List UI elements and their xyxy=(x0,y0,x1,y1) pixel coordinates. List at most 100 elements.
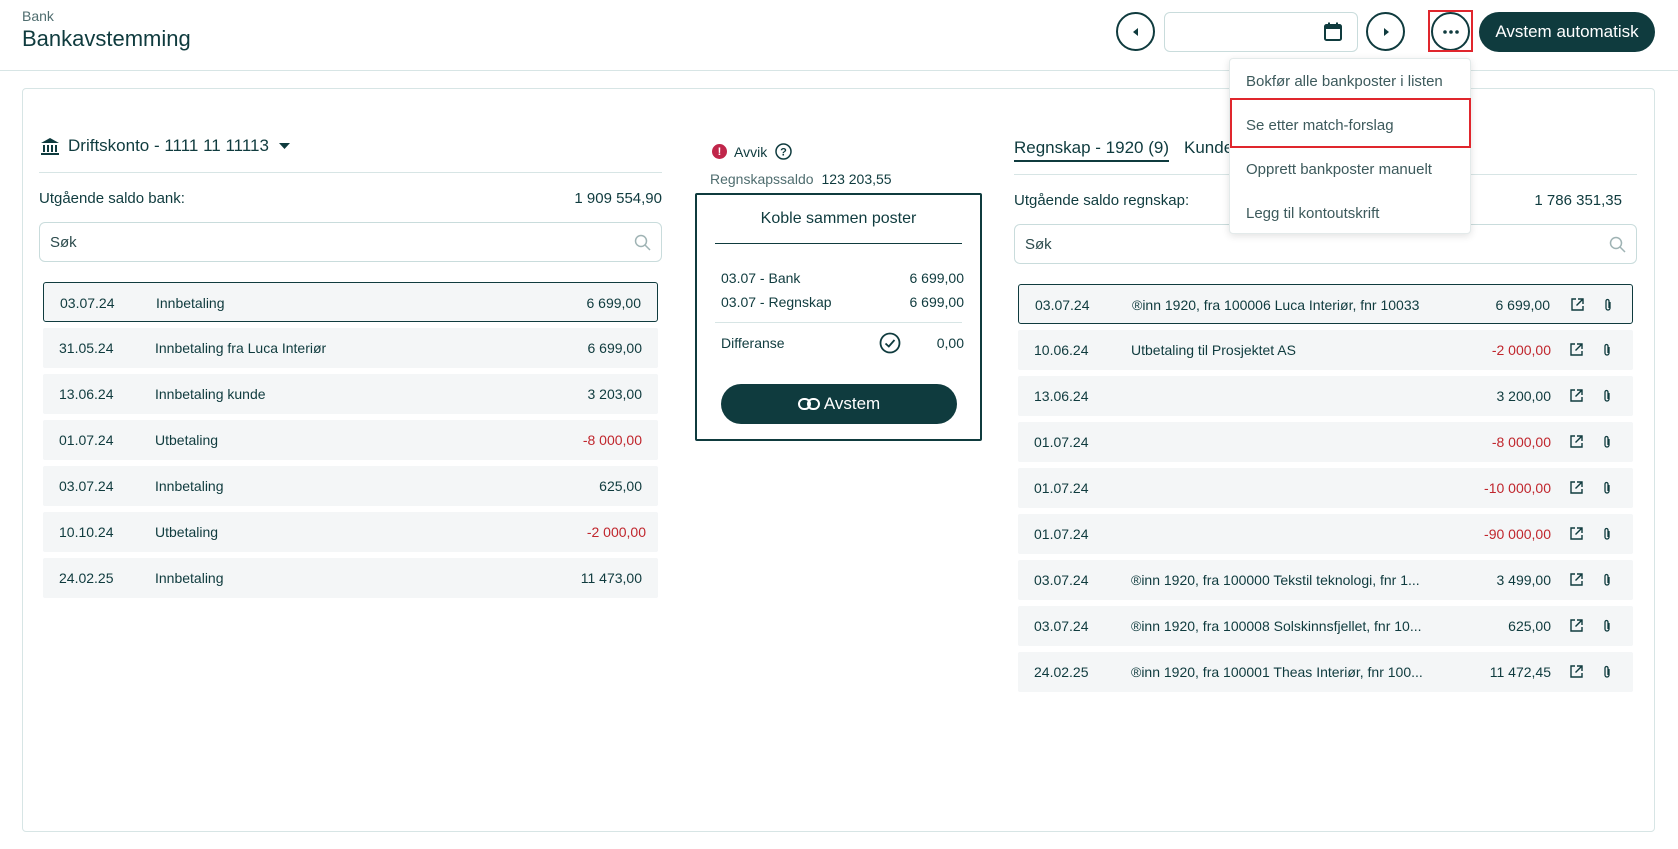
external-link-icon[interactable] xyxy=(1570,343,1583,359)
row-date: 13.06.24 xyxy=(1034,388,1089,404)
divider xyxy=(715,243,962,244)
ledger-row[interactable]: 01.07.24 -10 000,00 xyxy=(1018,468,1633,508)
row-date: 03.07.24 xyxy=(60,295,115,311)
row-amount: -2 000,00 xyxy=(1491,342,1551,358)
ledger-row[interactable]: 13.06.24 3 200,00 xyxy=(1018,376,1633,416)
row-text: ®inn 1920, fra 100008 Solskinnsfjellet, … xyxy=(1131,618,1422,634)
external-link-icon[interactable] xyxy=(1570,389,1583,405)
row-date: 31.05.24 xyxy=(59,340,114,356)
reconcile-button[interactable]: Avstem xyxy=(721,384,957,424)
bank-search-input[interactable]: Søk xyxy=(39,222,662,262)
external-link-icon[interactable] xyxy=(1570,435,1583,451)
match-line-label: 03.07 - Bank xyxy=(721,270,801,286)
external-link-icon[interactable] xyxy=(1570,481,1583,497)
row-amount: 3 203,00 xyxy=(587,386,643,402)
row-text: Innbetaling xyxy=(155,478,224,494)
bank-icon xyxy=(41,137,59,155)
row-amount: 3 499,00 xyxy=(1496,572,1552,588)
ledger-balance: Regnskapssaldo 123 203,55 xyxy=(710,171,892,187)
date-input[interactable] xyxy=(1164,12,1358,52)
bank-row[interactable]: 24.02.25 Innbetaling 11 473,00 xyxy=(43,558,658,598)
external-link-icon[interactable] xyxy=(1570,665,1583,681)
ledger-row[interactable]: 03.07.24 ®inn 1920, fra 100008 Solskinnsf… xyxy=(1018,606,1633,646)
row-text: Utbetaling xyxy=(155,432,219,448)
ledger-row[interactable]: 03.07.24 ®inn 1920, fra 100006 Luca Inter… xyxy=(1018,284,1633,324)
ledger-search-placeholder: Søk xyxy=(1025,236,1052,253)
previous-period-button[interactable] xyxy=(1116,12,1155,51)
row-amount: 6 699,00 xyxy=(587,340,643,356)
paperclip-icon[interactable] xyxy=(1602,619,1612,636)
status-label: Avvik xyxy=(734,143,768,160)
ledger-balance-value: 123 203,55 xyxy=(821,171,892,187)
paperclip-icon[interactable] xyxy=(1602,343,1612,360)
match-line-label: 03.07 - Regnskap xyxy=(721,294,832,310)
bank-row[interactable]: 03.07.24 Innbetaling 625,00 xyxy=(43,466,658,506)
row-date: 03.07.24 xyxy=(1034,572,1089,588)
row-amount: -90 000,00 xyxy=(1484,526,1551,542)
difference-value: 0,00 xyxy=(936,335,964,351)
ledger-saldo-label: Utgående saldo regnskap: xyxy=(1014,192,1190,209)
row-text: ®inn 1920, fra 100006 Luca Interiør, fnr… xyxy=(1132,297,1420,313)
reconcile-button-label: Avstem xyxy=(823,394,881,413)
paperclip-icon[interactable] xyxy=(1603,298,1613,315)
external-link-icon[interactable] xyxy=(1570,573,1583,589)
row-amount: -2 000,00 xyxy=(586,524,646,540)
match-panel-title: Koble sammen poster xyxy=(760,210,917,227)
paperclip-icon[interactable] xyxy=(1602,435,1612,452)
menu-item-find-match-suggestions[interactable]: Se etter match-forslag xyxy=(1246,116,1394,134)
ledger-row[interactable]: 01.07.24 -8 000,00 xyxy=(1018,422,1633,462)
caret-right-icon xyxy=(1383,27,1389,36)
ledger-row[interactable]: 10.06.24 Utbetaling til Prosjektet AS -2 0… xyxy=(1018,330,1633,370)
search-icon xyxy=(634,234,651,251)
account-selector[interactable]: Driftskonto - 1111 11 11113 xyxy=(40,136,290,156)
bank-row[interactable]: 13.06.24 Innbetaling kunde 3 203,00 xyxy=(43,374,658,414)
ledger-row[interactable]: 01.07.24 -90 000,00 xyxy=(1018,514,1633,554)
row-text: Innbetaling xyxy=(156,295,225,311)
bank-search-placeholder: Søk xyxy=(50,234,77,251)
ledger-row[interactable]: 24.02.25 ®inn 1920, fra 100001 Theas Inte… xyxy=(1018,652,1633,692)
bank-saldo-value: 1 909 554,90 xyxy=(574,190,662,207)
ledger-row[interactable]: 03.07.24 ®inn 1920, fra 100000 Tekstil te… xyxy=(1018,560,1633,600)
next-period-button[interactable] xyxy=(1366,12,1405,51)
tab-kunde[interactable]: Kunde xyxy=(1184,138,1234,157)
difference-label: Differanse xyxy=(721,335,785,351)
link-icon xyxy=(797,398,820,410)
row-text: Innbetaling fra Luca Interiør xyxy=(155,340,327,356)
match-panel: Koble sammen poster 03.07 - Bank 6 699,0… xyxy=(695,193,982,441)
account-name: Driftskonto - 1111 11 11113 xyxy=(68,136,269,155)
menu-item-create-bank-entries[interactable]: Opprett bankposter manuelt xyxy=(1246,160,1432,178)
row-text: Innbetaling kunde xyxy=(155,386,266,402)
row-text: Utbetaling til Prosjektet AS xyxy=(1131,342,1296,358)
row-amount: 625,00 xyxy=(599,478,642,494)
calendar-icon[interactable] xyxy=(1323,22,1343,42)
page-header: Bank Bankavstemming xyxy=(0,0,1678,71)
breadcrumb[interactable]: Bank xyxy=(22,8,54,24)
help-icon[interactable]: ? xyxy=(775,143,792,160)
paperclip-icon[interactable] xyxy=(1602,665,1612,682)
tab-regnskap[interactable]: Regnskap - 1920 (9) xyxy=(1014,138,1169,162)
bank-row[interactable]: 01.07.24 Utbetaling -8 000,00 xyxy=(43,420,658,460)
row-date: 10.10.24 xyxy=(59,524,114,540)
row-text: Innbetaling xyxy=(155,570,224,586)
bank-row[interactable]: 31.05.24 Innbetaling fra Luca Interiør 6 6… xyxy=(43,328,658,368)
paperclip-icon[interactable] xyxy=(1602,389,1612,406)
search-icon xyxy=(1609,236,1626,253)
menu-item-add-statement[interactable]: Legg til kontoutskrift xyxy=(1246,204,1380,222)
paperclip-icon[interactable] xyxy=(1602,573,1612,590)
menu-item-post-all[interactable]: Bokfør alle bankposter i listen xyxy=(1246,72,1443,90)
row-amount: 625,00 xyxy=(1508,618,1551,634)
paperclip-icon[interactable] xyxy=(1602,481,1612,498)
bank-row[interactable]: 10.10.24 Utbetaling -2 000,00 xyxy=(43,512,658,552)
paperclip-icon[interactable] xyxy=(1602,527,1612,544)
divider xyxy=(39,172,662,173)
external-link-icon[interactable] xyxy=(1570,619,1583,635)
row-date: 24.02.25 xyxy=(1034,664,1089,680)
row-text: ®inn 1920, fra 100000 Tekstil teknologi,… xyxy=(1131,572,1420,588)
row-date: 13.06.24 xyxy=(59,386,114,402)
bank-row[interactable]: 03.07.24 Innbetaling 6 699,00 xyxy=(43,282,658,322)
external-link-icon[interactable] xyxy=(1570,527,1583,543)
row-amount: 11 473,00 xyxy=(580,570,642,586)
external-link-icon[interactable] xyxy=(1571,298,1584,314)
auto-reconcile-button[interactable]: Avstem automatisk xyxy=(1479,12,1655,52)
ellipsis-icon xyxy=(1442,29,1459,34)
